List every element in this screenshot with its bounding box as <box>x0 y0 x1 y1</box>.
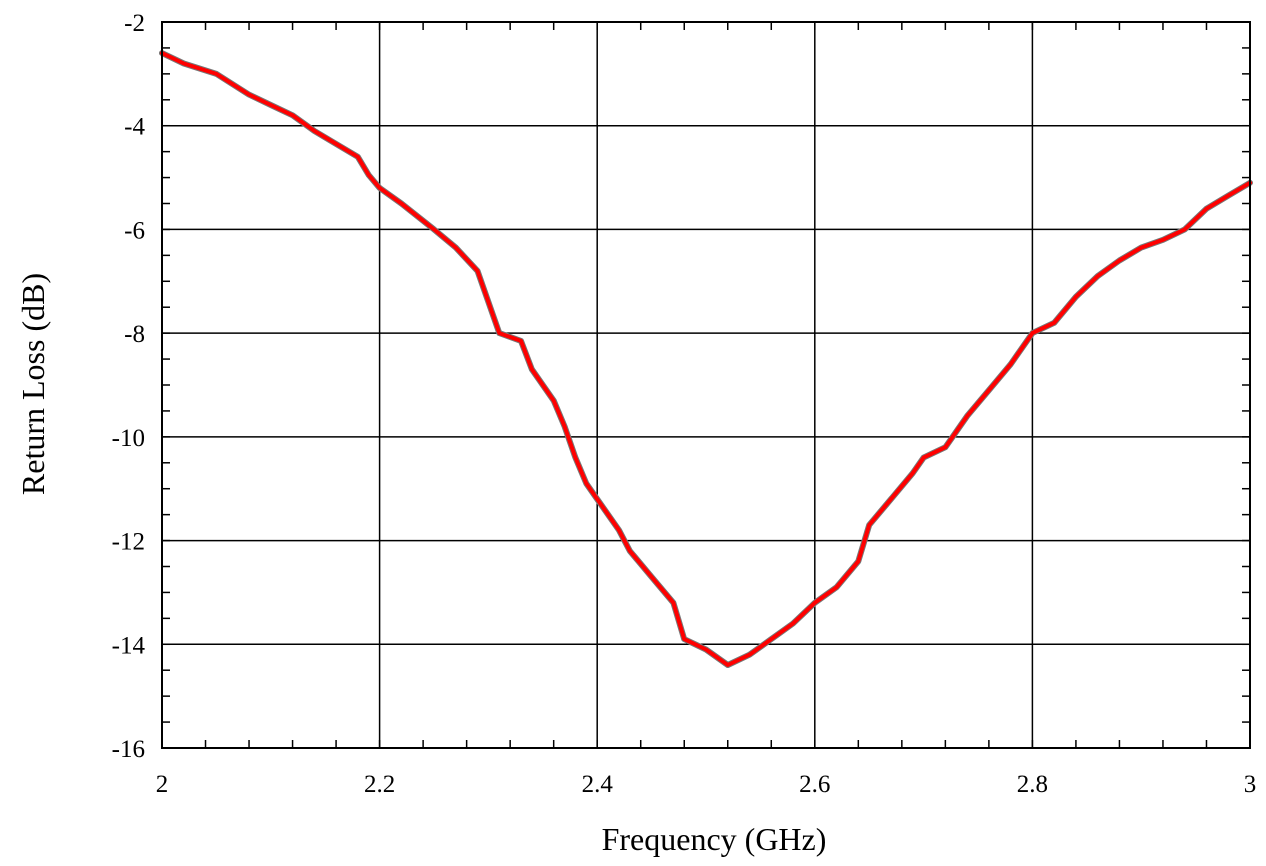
data-point <box>1074 295 1078 299</box>
data-point <box>813 601 817 605</box>
data-point <box>475 269 480 273</box>
y-tick-label: -10 <box>112 425 145 452</box>
data-point <box>682 637 686 641</box>
data-point <box>987 388 991 392</box>
data-point <box>1183 227 1187 231</box>
data-point <box>1030 331 1034 335</box>
y-axis-label: Return Loss (dB) <box>15 273 51 495</box>
data-point <box>378 186 382 190</box>
data-point <box>922 456 926 460</box>
data-point <box>552 399 556 403</box>
data-point <box>1009 362 1013 366</box>
x-tick-label: 2.8 <box>1017 771 1048 798</box>
x-tick-label: 2 <box>156 771 169 798</box>
data-point <box>911 471 915 475</box>
data-point <box>671 601 676 605</box>
y-tick-label: -6 <box>124 217 145 244</box>
data-point <box>486 300 490 304</box>
y-tick-label: -12 <box>112 529 145 556</box>
data-point <box>704 647 708 652</box>
data-point <box>182 61 186 66</box>
data-point <box>747 653 752 657</box>
data-point <box>497 331 501 335</box>
data-point <box>835 585 839 589</box>
y-tick-labels: -2 -4 -6 -8 -10 -12 -14 -16 <box>112 10 146 763</box>
y-tick-label: -16 <box>112 736 145 763</box>
y-tick-label: -2 <box>124 10 145 37</box>
data-point <box>965 414 969 418</box>
data-point <box>867 523 871 527</box>
data-point <box>1096 274 1100 278</box>
x-tick-label: 3 <box>1244 771 1257 798</box>
data-point <box>1052 321 1056 325</box>
data-point <box>1139 246 1143 250</box>
data-point <box>573 456 578 460</box>
data-point <box>1161 238 1165 242</box>
data-point <box>269 103 273 107</box>
data-point <box>519 339 523 343</box>
series-group <box>159 50 1253 668</box>
series-line <box>160 51 1252 667</box>
data-point <box>584 481 588 486</box>
data-point <box>1117 258 1121 263</box>
data-point <box>247 93 251 97</box>
data-point <box>617 528 621 532</box>
data-point <box>454 246 458 250</box>
data-point <box>595 497 599 501</box>
data-point <box>943 445 948 449</box>
minor-ticks <box>162 22 1250 748</box>
x-tick-label: 2.2 <box>364 771 395 798</box>
data-point <box>367 173 371 177</box>
y-tick-label: -14 <box>112 632 146 659</box>
data-point <box>312 129 316 133</box>
x-tick-label: 2.6 <box>799 771 830 798</box>
data-point <box>399 201 403 206</box>
data-point <box>291 113 295 117</box>
plot-frame <box>161 21 1251 749</box>
data-point <box>769 637 773 641</box>
data-point <box>791 621 795 626</box>
x-tick-labels: 2 2.2 2.4 2.6 2.8 3 <box>156 771 1257 798</box>
data-point <box>650 575 654 579</box>
data-point <box>563 424 567 429</box>
data-point <box>1226 194 1230 198</box>
data-point <box>214 72 218 76</box>
data-point <box>356 155 360 159</box>
y-tick-label: -8 <box>124 321 145 348</box>
series-line-shadow <box>159 50 1253 668</box>
x-tick-label: 2.4 <box>582 771 614 798</box>
data-point <box>628 549 632 553</box>
x-axis-label: Frequency (GHz) <box>602 821 827 857</box>
data-point <box>1204 207 1209 211</box>
grid <box>162 22 1250 748</box>
data-point <box>334 142 338 146</box>
data-point <box>530 367 534 371</box>
y-tick-label: -4 <box>124 114 145 141</box>
data-point <box>432 227 436 231</box>
data-point <box>889 497 893 501</box>
data-point <box>856 559 860 563</box>
data-point <box>726 663 730 667</box>
